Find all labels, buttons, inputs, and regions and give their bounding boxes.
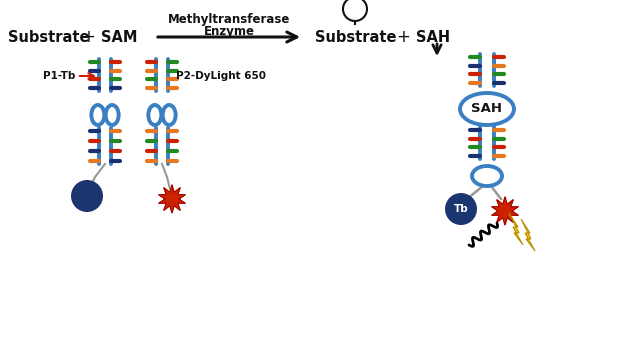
Polygon shape [492, 197, 518, 225]
Ellipse shape [460, 93, 514, 125]
Circle shape [445, 193, 477, 225]
Polygon shape [521, 219, 535, 251]
Text: +: + [396, 28, 410, 46]
Text: SAM: SAM [101, 29, 138, 44]
Circle shape [343, 0, 367, 21]
Text: +: + [81, 28, 95, 46]
Ellipse shape [148, 105, 161, 125]
Polygon shape [159, 185, 186, 213]
Ellipse shape [472, 166, 502, 186]
Ellipse shape [163, 105, 175, 125]
Text: P1-Tb: P1-Tb [43, 71, 75, 81]
Text: Substrate: Substrate [315, 29, 397, 44]
Text: P2-DyLight 650: P2-DyLight 650 [176, 71, 266, 81]
Text: Enzyme: Enzyme [204, 24, 255, 38]
Ellipse shape [92, 105, 104, 125]
Text: Me: Me [346, 4, 364, 14]
Text: Methyltransferase: Methyltransferase [168, 13, 290, 25]
Text: SAH: SAH [416, 29, 450, 44]
Text: Tb: Tb [454, 204, 468, 214]
Text: Substrate: Substrate [8, 29, 90, 44]
Circle shape [71, 180, 103, 212]
Text: SAH: SAH [472, 102, 502, 116]
Text: Tb: Tb [79, 191, 94, 201]
Polygon shape [509, 213, 523, 245]
Ellipse shape [106, 105, 118, 125]
